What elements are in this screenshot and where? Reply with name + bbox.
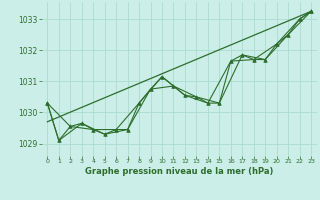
X-axis label: Graphe pression niveau de la mer (hPa): Graphe pression niveau de la mer (hPa) bbox=[85, 167, 273, 176]
